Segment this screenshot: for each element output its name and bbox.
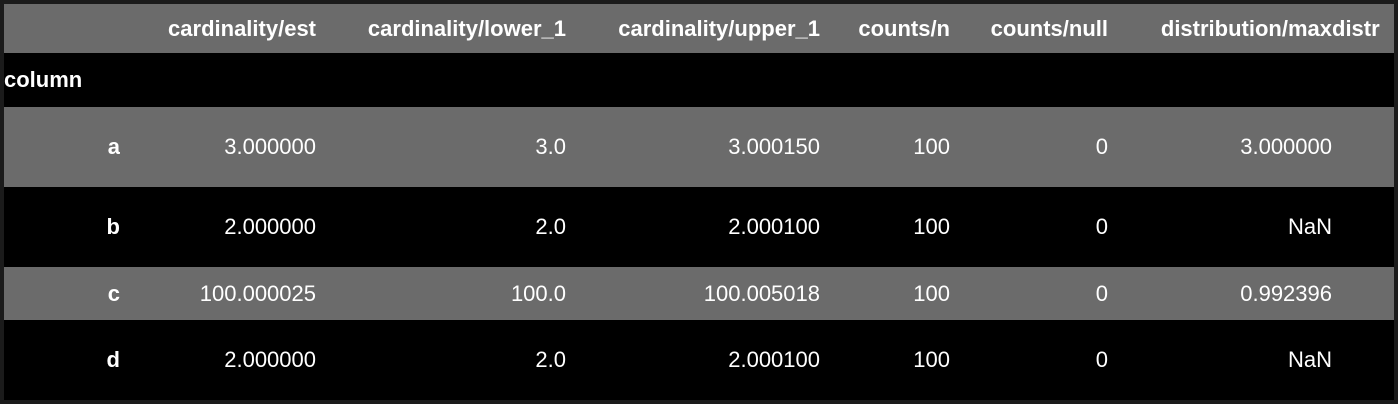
table-cell: 100 bbox=[913, 214, 950, 239]
table-row: a 3.000000 3.0 3.000150 100 0 3.000000 bbox=[4, 107, 1394, 187]
table-row: c 100.000025 100.0 100.005018 100 0 0.99… bbox=[4, 267, 1394, 320]
table-cell: 3.0 bbox=[535, 134, 566, 159]
table-cell: 100.0 bbox=[510, 280, 566, 306]
table-cell: NaN bbox=[1287, 347, 1332, 372]
header-counts-null: counts/null bbox=[990, 15, 1108, 41]
table-cell: 3.000150 bbox=[728, 134, 820, 159]
table-cell: 100 bbox=[913, 347, 950, 372]
table-cell: NaN bbox=[1287, 214, 1332, 239]
table-cell: 100 bbox=[913, 134, 950, 159]
table-cell: 3.000000 bbox=[1240, 134, 1332, 159]
table-cell bbox=[1332, 187, 1394, 267]
table-cell: 2.000100 bbox=[728, 347, 820, 372]
header-cardinality-upper: cardinality/upper_1 bbox=[618, 15, 820, 41]
table-cell: 0 bbox=[1095, 214, 1108, 239]
header-distribution-max: distribution/max bbox=[1160, 15, 1332, 41]
header-cardinality-est: cardinality/est bbox=[168, 15, 316, 41]
table-cell: 100.005018 bbox=[703, 280, 820, 306]
row-index: a bbox=[107, 134, 120, 159]
table-cell bbox=[1332, 267, 1394, 320]
index-name-row: column bbox=[4, 53, 1394, 107]
table-row: d 2.000000 2.0 2.000100 100 0 NaN bbox=[4, 320, 1394, 400]
table-cell: 100.000025 bbox=[199, 280, 316, 306]
table-cell: 0.992396 bbox=[1240, 280, 1332, 306]
table-cell: 2.000000 bbox=[224, 214, 316, 239]
table-cell: 3.000000 bbox=[224, 134, 316, 159]
header-cardinality-lower: cardinality/lower_1 bbox=[367, 15, 566, 41]
row-index: d bbox=[106, 347, 120, 372]
header-corner bbox=[4, 4, 120, 53]
table-cell bbox=[1332, 320, 1394, 400]
table-cell: 2.000000 bbox=[224, 347, 316, 372]
dataframe-view: cardinality/est cardinality/lower_1 card… bbox=[4, 4, 1394, 400]
header-distribution-truncated: distr bbox=[1332, 15, 1380, 41]
table-cell: 2.0 bbox=[535, 214, 566, 239]
column-header-row: cardinality/est cardinality/lower_1 card… bbox=[4, 4, 1394, 53]
dataframe-table: cardinality/est cardinality/lower_1 card… bbox=[4, 4, 1394, 400]
table-cell: 100 bbox=[913, 280, 950, 306]
table-row: b 2.000000 2.0 2.000100 100 0 NaN bbox=[4, 187, 1394, 267]
table-cell: 0 bbox=[1095, 347, 1108, 372]
header-counts-n: counts/n bbox=[858, 15, 950, 41]
table-cell: 0 bbox=[1095, 134, 1108, 159]
table-cell: 2.000100 bbox=[728, 214, 820, 239]
table-cell: 2.0 bbox=[535, 347, 566, 372]
index-name: column bbox=[4, 67, 83, 92]
table-cell: 0 bbox=[1095, 280, 1108, 306]
row-index: b bbox=[106, 214, 120, 239]
table-cell bbox=[1332, 107, 1394, 187]
row-index: c bbox=[107, 280, 120, 306]
